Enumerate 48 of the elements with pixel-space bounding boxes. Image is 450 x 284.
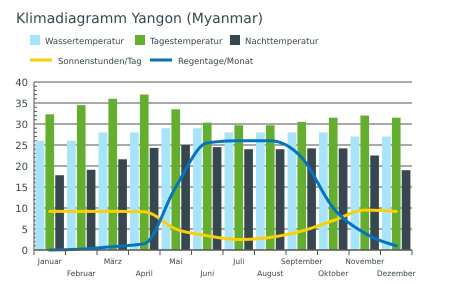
bar [350, 136, 360, 250]
bar [276, 149, 284, 250]
bar [67, 140, 76, 250]
y-tick-label: 25 [15, 141, 28, 152]
bar [224, 132, 234, 250]
line-series [48, 139, 398, 252]
bar [256, 132, 265, 250]
legend-label: Nachttemperatur [245, 37, 319, 47]
bar [402, 170, 410, 250]
bar [130, 132, 139, 250]
y-tick-label: 30 [15, 120, 28, 131]
legend-label: Regentage/Monat [178, 57, 254, 67]
bar [392, 118, 401, 250]
bar [202, 122, 212, 250]
bar [171, 109, 180, 250]
bar [360, 116, 370, 250]
bar [328, 118, 338, 250]
y-tick-label: 10 [15, 204, 28, 215]
bar [76, 105, 86, 250]
bar [140, 94, 149, 250]
bar [244, 149, 253, 250]
y-tick-label: 20 [15, 162, 28, 173]
bar [118, 159, 127, 250]
bar [55, 175, 64, 250]
bar [297, 122, 306, 250]
bar [288, 132, 296, 250]
y-tick-label: 0 [22, 246, 28, 257]
bar [266, 125, 275, 250]
legend-label: Sonnenstunden/Tag [58, 57, 142, 67]
y-tick-label: 35 [15, 99, 28, 110]
bar [36, 140, 44, 250]
bar [108, 98, 118, 250]
legend-label: Wassertemperatur [45, 37, 125, 47]
bar [234, 125, 244, 250]
bar [319, 132, 328, 250]
bar [382, 136, 391, 250]
bar [370, 156, 379, 250]
chart-title: Klimadiagramm Yangon (Myanmar) [16, 11, 264, 27]
bar [212, 147, 222, 250]
bar [98, 132, 108, 250]
bar [338, 148, 348, 250]
y-tick-label: 5 [22, 225, 28, 236]
line-series [48, 208, 398, 241]
bar [45, 114, 54, 250]
bar [193, 128, 202, 250]
legend-label: Tagestemperatur [149, 37, 223, 47]
y-tick-label: 15 [15, 183, 28, 194]
y-tick-label: 40 [15, 78, 28, 89]
